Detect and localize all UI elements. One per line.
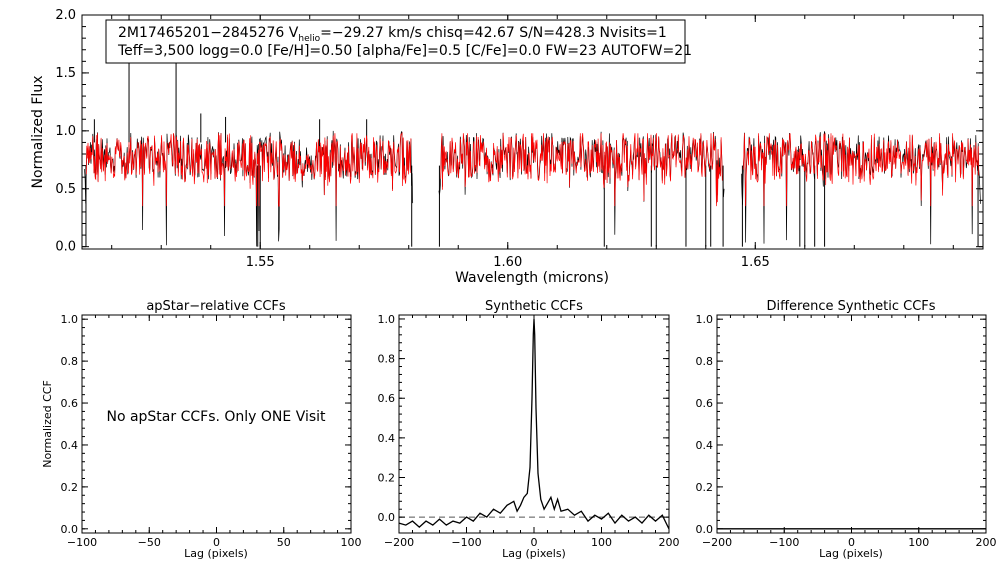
y-tick-label: 1.0 <box>378 313 396 326</box>
apstar-ccf-ticks: −100 −50 0 50 100 0.0 0.2 0.4 0.6 0.8 1.0 <box>61 313 362 549</box>
spectrum-axes-frame <box>81 14 984 250</box>
no-ccf-annotation: No apStar CCFs. Only ONE Visit <box>106 409 326 425</box>
y-tick-label: 0.5 <box>55 182 76 197</box>
x-tick-label: −50 <box>138 536 161 549</box>
spectrum-ticks: 1.55 1.60 1.65 0.0 0.5 1.0 1.5 2.0 <box>55 8 983 270</box>
difference-ccf-ticks: −200 −100 0 100 200 0.0 0.2 0.4 0.6 0.8 1.0 <box>696 313 997 549</box>
y-tick-label: 1.5 <box>55 66 76 81</box>
x-tick-label: 0 <box>848 536 855 549</box>
y-tick-label: 1.0 <box>61 313 79 326</box>
y-tick-label: 0.4 <box>378 432 396 445</box>
spectrum-model-segment <box>742 133 980 207</box>
y-tick-label: 0.2 <box>378 472 396 485</box>
y-tick-label: 0.0 <box>696 523 714 536</box>
x-tick-label: −200 <box>384 536 414 549</box>
x-tick-label: 50 <box>277 536 291 549</box>
y-tick-label: 0.0 <box>61 523 79 536</box>
y-tick-label: 1.0 <box>55 124 76 139</box>
x-tick-label: 1.60 <box>493 255 522 270</box>
info-line-1-suffix: =−29.27 km/s chisq=42.67 S/N=428.3 Nvisi… <box>320 25 667 41</box>
x-tick-label: 0 <box>531 536 538 549</box>
y-tick-label: 0.8 <box>378 353 396 366</box>
y-tick-label: 0.0 <box>55 240 76 255</box>
y-tick-label: 2.0 <box>55 8 76 23</box>
difference-ccf-title: Difference Synthetic CCFs <box>766 299 935 314</box>
info-box-frame <box>105 19 686 64</box>
synthetic-ccf-title: Synthetic CCFs <box>485 299 583 314</box>
spectrum-panel: 1.55 1.60 1.65 0.0 0.5 1.0 1.5 2.0 Wavelength (… <box>30 8 984 286</box>
apstar-ccf-y-axis-label: Normalized CCF <box>41 380 54 468</box>
y-tick-label: 0.8 <box>696 355 714 368</box>
x-tick-label: −200 <box>702 536 732 549</box>
synthetic-ccf-axes-frame <box>398 314 670 534</box>
x-tick-label: 200 <box>659 536 680 549</box>
synthetic-ccf-x-axis-label: Lag (pixels) <box>502 547 566 560</box>
spectrum-y-axis-label: Normalized Flux <box>30 76 46 189</box>
synthetic-ccf-line <box>398 318 670 530</box>
apstar-ccf-panel: apStar−relative CCFs −100 −50 0 50 100 0.0 0.2… <box>41 299 362 560</box>
y-tick-label: 1.0 <box>696 313 714 326</box>
spectrum-x-axis-label: Wavelength (microns) <box>455 270 609 286</box>
difference-ccf-x-axis-label: Lag (pixels) <box>819 547 883 560</box>
y-tick-label: 0.6 <box>378 392 396 405</box>
y-tick-label: 0.4 <box>61 439 79 452</box>
info-box: 2M17465201−2845276 Vhelio=−29.27 km/s ch… <box>105 19 692 64</box>
difference-ccf-panel: Difference Synthetic CCFs −200 −100 0 100 20… <box>696 299 997 560</box>
x-tick-label: 100 <box>908 536 929 549</box>
info-line-1-subscript: helio <box>298 34 320 44</box>
y-tick-label: 0.4 <box>696 439 714 452</box>
y-tick-label: 0.8 <box>61 355 79 368</box>
synthetic-ccf-ticks: −200 −100 0 100 200 0.0 0.2 0.4 0.6 0.8 1.0 <box>378 313 680 549</box>
spectrum-lines <box>84 15 981 247</box>
x-tick-label: 100 <box>591 536 612 549</box>
synthetic-ccf-plot <box>398 318 670 530</box>
info-line-1: 2M17465201−2845276 Vhelio=−29.27 km/s ch… <box>118 25 667 44</box>
x-tick-label: 1.55 <box>246 255 275 270</box>
apstar-ccf-title: apStar−relative CCFs <box>146 299 286 314</box>
x-tick-label: 0 <box>213 536 220 549</box>
x-tick-label: 1.65 <box>741 255 770 270</box>
info-line-1-prefix: 2M17465201−2845276 V <box>118 25 299 41</box>
x-tick-label: −100 <box>67 536 97 549</box>
y-tick-label: 0.6 <box>61 397 79 410</box>
spectrum-model-segment <box>440 133 723 207</box>
difference-ccf-axes-frame <box>716 314 987 534</box>
y-tick-label: 0.6 <box>696 397 714 410</box>
x-tick-label: −100 <box>769 536 799 549</box>
apstar-ccf-x-axis-label: Lag (pixels) <box>184 547 248 560</box>
x-tick-label: 100 <box>341 536 362 549</box>
y-tick-label: 0.2 <box>696 481 714 494</box>
x-tick-label: 200 <box>976 536 997 549</box>
info-line-2: Teff=3,500 logg=0.0 [Fe/H]=0.50 [alpha/F… <box>117 43 692 59</box>
x-tick-label: −100 <box>451 536 481 549</box>
synthetic-ccf-panel: Synthetic CCFs −200 −100 0 100 200 0.0 0.2 0.4 0… <box>378 299 680 560</box>
spectrum-model-segment <box>85 131 412 207</box>
y-tick-label: 0.0 <box>378 511 396 524</box>
y-tick-label: 0.2 <box>61 481 79 494</box>
